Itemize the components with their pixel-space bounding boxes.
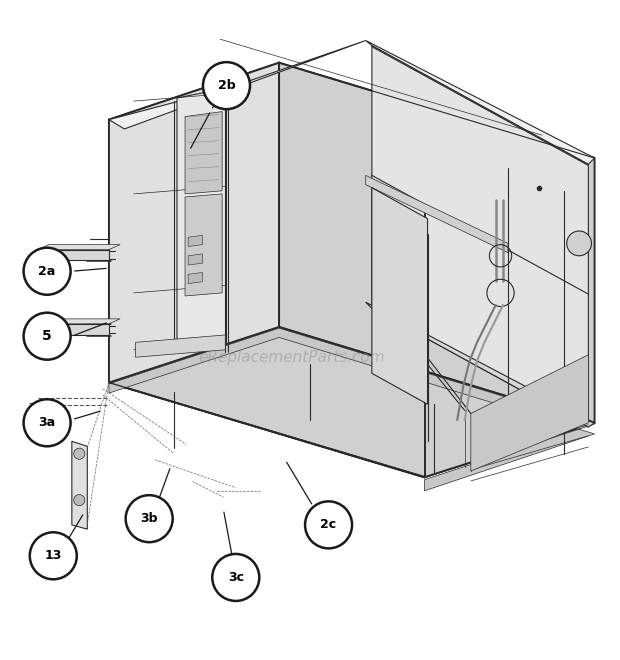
Polygon shape xyxy=(125,77,585,220)
Polygon shape xyxy=(185,194,222,296)
Polygon shape xyxy=(109,40,366,129)
Polygon shape xyxy=(38,324,109,335)
Polygon shape xyxy=(136,335,225,357)
Text: eReplacementParts.com: eReplacementParts.com xyxy=(198,350,385,366)
Polygon shape xyxy=(38,249,109,260)
Polygon shape xyxy=(185,112,222,194)
Polygon shape xyxy=(177,88,226,348)
Circle shape xyxy=(567,231,591,256)
Circle shape xyxy=(126,495,172,542)
Text: 3a: 3a xyxy=(38,416,56,429)
Text: 2c: 2c xyxy=(321,518,337,531)
Polygon shape xyxy=(366,176,508,253)
Text: 3c: 3c xyxy=(228,571,244,584)
Circle shape xyxy=(74,448,85,459)
Polygon shape xyxy=(38,319,120,324)
Polygon shape xyxy=(279,63,595,423)
Polygon shape xyxy=(38,245,120,249)
Circle shape xyxy=(74,494,85,506)
Polygon shape xyxy=(109,328,595,491)
Polygon shape xyxy=(109,327,595,477)
Circle shape xyxy=(305,502,352,548)
Polygon shape xyxy=(109,63,279,383)
Polygon shape xyxy=(188,273,202,284)
Circle shape xyxy=(24,248,71,295)
Polygon shape xyxy=(366,40,595,164)
Polygon shape xyxy=(109,327,595,477)
Polygon shape xyxy=(366,302,595,427)
Polygon shape xyxy=(72,442,87,529)
Circle shape xyxy=(203,62,250,109)
Text: 13: 13 xyxy=(45,549,62,562)
Text: 5: 5 xyxy=(42,329,52,343)
Circle shape xyxy=(212,554,259,601)
Text: 2b: 2b xyxy=(218,79,236,92)
Polygon shape xyxy=(188,254,202,265)
Circle shape xyxy=(24,399,71,446)
Polygon shape xyxy=(372,187,428,404)
Polygon shape xyxy=(471,354,588,471)
Circle shape xyxy=(30,532,77,579)
Text: 2a: 2a xyxy=(38,265,56,278)
Text: 3b: 3b xyxy=(140,512,158,525)
Polygon shape xyxy=(188,236,202,246)
Polygon shape xyxy=(372,46,588,427)
Circle shape xyxy=(24,313,71,360)
Polygon shape xyxy=(109,63,595,213)
Polygon shape xyxy=(109,119,425,477)
